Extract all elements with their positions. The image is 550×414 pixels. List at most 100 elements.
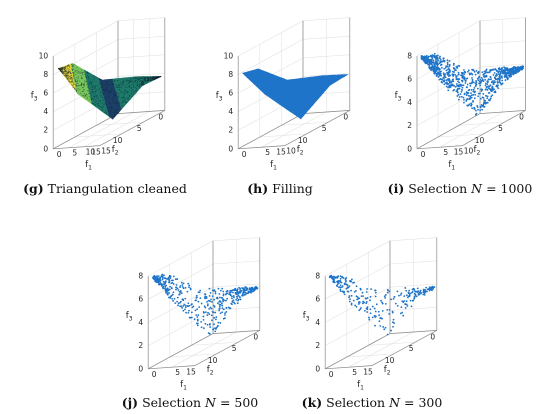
axis-edge [479, 110, 526, 114]
mesh-node [77, 85, 79, 87]
mesh-node [108, 107, 110, 108]
data-point [491, 87, 494, 90]
data-point [463, 73, 466, 76]
mesh-node [72, 84, 74, 86]
data-point [221, 311, 224, 314]
mesh-node [79, 80, 81, 82]
data-point [432, 65, 435, 68]
mesh-node [131, 80, 133, 82]
caption-i: (i) Selection N = 1000 [370, 181, 550, 196]
y-tick-label: 5 [498, 124, 503, 133]
mesh-node [142, 77, 144, 79]
data-point [161, 278, 164, 281]
data-point [360, 307, 362, 309]
data-point [386, 291, 389, 294]
mesh-node [103, 103, 105, 105]
data-point [435, 69, 438, 71]
mesh-node [152, 78, 154, 80]
data-point [184, 306, 187, 309]
data-point [339, 288, 342, 291]
data-point [493, 91, 496, 94]
mesh-node [75, 71, 77, 73]
data-point [203, 311, 205, 314]
data-point [219, 312, 222, 315]
data-point [454, 69, 457, 72]
data-point [198, 306, 201, 309]
axis-edge [462, 110, 526, 146]
mesh-node [122, 81, 124, 83]
mesh-node [78, 85, 80, 86]
data-point [216, 302, 219, 305]
data-point [206, 304, 209, 307]
data-point [330, 274, 332, 277]
mesh-node [64, 73, 66, 75]
mesh-node [63, 73, 65, 75]
data-point [408, 295, 411, 298]
mesh-node [69, 81, 71, 83]
mesh-node [108, 102, 110, 104]
data-point [399, 312, 402, 315]
mesh-node [135, 91, 137, 93]
mesh-node [149, 76, 151, 78]
data-point [442, 57, 445, 60]
data-point [402, 314, 405, 317]
data-point [501, 79, 504, 82]
data-point [237, 299, 239, 302]
data-point [176, 287, 179, 290]
data-point [491, 94, 494, 97]
data-point [452, 64, 455, 66]
mesh-node [81, 84, 83, 85]
data-point [374, 310, 377, 313]
mesh-node [83, 89, 85, 91]
mesh-node [67, 74, 69, 76]
grid-line [346, 353, 394, 358]
mesh-node [94, 93, 96, 95]
data-point [355, 285, 358, 288]
grid-line [439, 111, 503, 148]
mesh-node [64, 70, 66, 72]
data-point [447, 89, 450, 92]
data-point [506, 72, 509, 75]
mesh-node [135, 85, 137, 87]
data-point [479, 84, 482, 87]
mesh-node [100, 93, 102, 95]
data-point [168, 292, 170, 294]
data-point [337, 280, 340, 282]
data-point [514, 67, 517, 69]
data-point [518, 69, 521, 72]
mesh-node [129, 81, 131, 83]
data-point [490, 69, 493, 71]
mesh-node [66, 69, 68, 71]
data-point [482, 80, 485, 83]
y-tick-label: 0 [519, 112, 524, 121]
data-point [449, 69, 451, 72]
data-point [203, 293, 206, 296]
y-axis-label: f2 [297, 145, 304, 157]
data-point [172, 275, 175, 278]
data-point [218, 305, 221, 308]
mesh-node [109, 110, 111, 112]
mesh-node [84, 93, 86, 95]
data-point [217, 324, 219, 327]
data-point [444, 82, 447, 84]
data-point [162, 287, 165, 290]
mesh-node [65, 69, 67, 71]
data-point [196, 322, 199, 325]
data-point [446, 61, 449, 64]
data-point [508, 73, 511, 75]
mesh-node [127, 90, 129, 92]
mesh-node [66, 66, 68, 68]
mesh-node [95, 90, 97, 92]
data-point [479, 92, 481, 95]
data-point [222, 293, 225, 296]
data-point [371, 305, 374, 308]
data-point [484, 84, 487, 87]
data-point [479, 97, 482, 100]
axis-edge [238, 113, 304, 150]
data-point [446, 63, 449, 66]
mesh-node [76, 82, 78, 84]
mesh-node [90, 82, 92, 84]
data-point [187, 312, 190, 314]
mesh-node [91, 88, 93, 90]
